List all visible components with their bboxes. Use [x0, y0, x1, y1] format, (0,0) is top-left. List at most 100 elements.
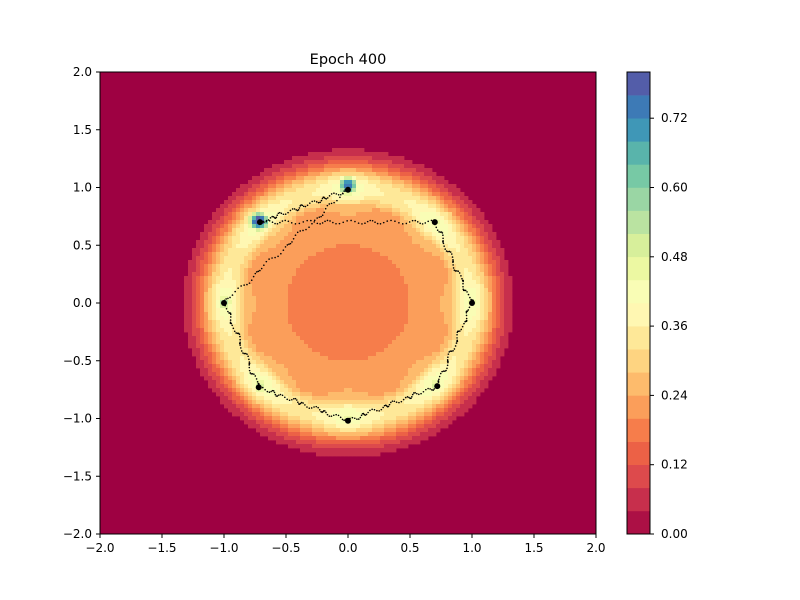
contour-cell — [396, 436, 401, 441]
contour-cell — [268, 356, 273, 361]
contour-cell — [276, 336, 281, 341]
contour-cell — [352, 228, 357, 233]
contour-cell — [372, 396, 377, 401]
contour-cell — [348, 244, 353, 249]
contour-cell — [344, 208, 349, 213]
contour-cell — [268, 272, 273, 277]
contour-cell — [300, 332, 305, 337]
contour-cell — [288, 320, 293, 325]
contour-cell — [252, 384, 257, 389]
contour-cell — [248, 352, 253, 357]
contour-cell — [212, 216, 217, 221]
contour-cell — [312, 264, 317, 269]
contour-cell — [456, 292, 461, 297]
contour-cell — [428, 268, 433, 273]
contour-cell — [372, 384, 377, 389]
contour-cell — [304, 440, 309, 445]
contour-cell — [332, 196, 337, 201]
contour-cell — [300, 192, 305, 197]
contour-cell — [288, 220, 293, 225]
contour-cell — [320, 312, 325, 317]
contour-cell — [368, 184, 373, 189]
contour-cell — [276, 284, 281, 289]
contour-cell — [336, 164, 341, 169]
contour-cell — [428, 176, 433, 181]
contour-cell — [360, 236, 365, 241]
contour-cell — [204, 280, 209, 285]
contour-cell — [476, 236, 481, 241]
contour-cell — [420, 244, 425, 249]
contour-cell — [336, 396, 341, 401]
contour-cell — [248, 272, 253, 277]
contour-cell — [344, 356, 349, 361]
contour-cell — [392, 412, 397, 417]
contour-cell — [184, 300, 189, 305]
contour-cell — [480, 212, 485, 217]
contour-cell — [428, 232, 433, 237]
contour-cell — [364, 292, 369, 297]
contour-cell — [260, 264, 265, 269]
contour-cell — [268, 368, 273, 373]
contour-cell — [404, 336, 409, 341]
contour-cell — [260, 324, 265, 329]
contour-cell — [372, 388, 377, 393]
contour-cell — [460, 400, 465, 405]
contour-cell — [392, 428, 397, 433]
contour-cell — [228, 216, 233, 221]
contour-cell — [240, 264, 245, 269]
contour-cell — [372, 356, 377, 361]
contour-cell — [456, 384, 461, 389]
contour-cell — [500, 296, 505, 301]
contour-cell — [360, 312, 365, 317]
contour-cell — [472, 400, 477, 405]
contour-cell — [384, 304, 389, 309]
contour-cell — [352, 336, 357, 341]
contour-cell — [364, 252, 369, 257]
contour-cell — [248, 236, 253, 241]
contour-cell — [468, 308, 473, 313]
contour-cell — [316, 228, 321, 233]
contour-cell — [372, 420, 377, 425]
contour-cell — [232, 200, 237, 205]
contour-cell — [500, 248, 505, 253]
contour-cell — [428, 284, 433, 289]
contour-cell — [468, 256, 473, 261]
contour-cell — [392, 316, 397, 321]
contour-cell — [480, 368, 485, 373]
contour-cell — [356, 440, 361, 445]
contour-cell — [432, 180, 437, 185]
contour-cell — [488, 364, 493, 369]
contour-cell — [228, 224, 233, 229]
contour-cell — [384, 204, 389, 209]
contour-cell — [460, 292, 465, 297]
contour-cell — [464, 388, 469, 393]
contour-cell — [404, 380, 409, 385]
contour-cell — [236, 332, 241, 337]
contour-cell — [384, 252, 389, 257]
contour-cell — [252, 264, 257, 269]
contour-cell — [340, 220, 345, 225]
contour-cell — [428, 416, 433, 421]
contour-cell — [412, 352, 417, 357]
contour-cell — [308, 212, 313, 217]
contour-cell — [324, 168, 329, 173]
contour-cell — [392, 308, 397, 313]
contour-cell — [496, 264, 501, 269]
contour-cell — [404, 228, 409, 233]
contour-cell — [200, 252, 205, 257]
contour-cell — [436, 400, 441, 405]
contour-cell — [476, 388, 481, 393]
contour-cell — [464, 240, 469, 245]
contour-cell — [404, 232, 409, 237]
contour-cell — [220, 304, 225, 309]
contour-cell — [312, 316, 317, 321]
contour-cell — [308, 268, 313, 273]
contour-cell — [252, 324, 257, 329]
contour-cell — [344, 240, 349, 245]
contour-cell — [400, 340, 405, 345]
contour-cell — [264, 428, 269, 433]
contour-cell — [188, 304, 193, 309]
contour-cell — [448, 340, 453, 345]
contour-cell — [416, 260, 421, 265]
contour-cell — [372, 368, 377, 373]
